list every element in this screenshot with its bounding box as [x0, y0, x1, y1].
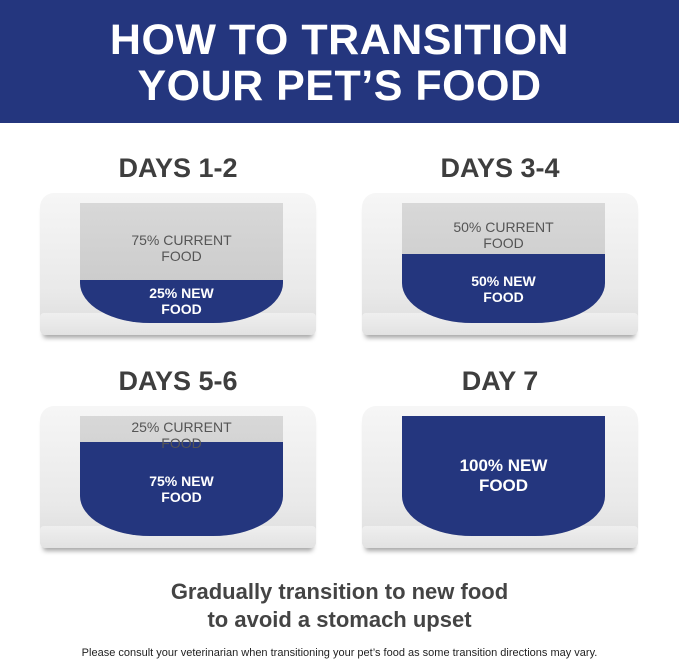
new-food-fill: [402, 254, 605, 323]
new-food-label: 75% NEW FOOD: [149, 472, 214, 505]
new-food-fill: [402, 416, 605, 536]
bowl-cavity: 75% CURRENT FOOD 25% NEW FOOD: [80, 203, 283, 323]
bowl-cavity: 50% CURRENT FOOD 50% NEW FOOD: [402, 203, 605, 323]
stage-panel: DAYS 1-2 75% CURRENT FOOD 25% NEW FOOD: [40, 153, 316, 343]
stage-panel: DAYS 5-6 25% CURRENT FOOD 75% NEW FOOD: [40, 366, 316, 556]
food-bowl: 100% NEW FOOD: [362, 406, 638, 548]
tagline-line-2: to avoid a stomach upset: [207, 607, 472, 632]
stage-title: DAY 7: [461, 366, 539, 396]
tagline-line-1: Gradually transition to new food: [170, 579, 509, 604]
tagline: Gradually transition to new food to avoi…: [0, 578, 679, 634]
current-food-label: 75% CURRENT FOOD: [131, 231, 232, 264]
new-food-fill: [80, 441, 283, 536]
title-line-2: YOUR PET’S FOOD: [137, 62, 542, 110]
footnote: Please consult your veterinarian when tr…: [81, 647, 598, 659]
stage-panel: DAYS 3-4 50% CURRENT FOOD 50% NEW FOOD: [362, 153, 638, 343]
current-food-label: 50% CURRENT FOOD: [453, 218, 554, 251]
food-bowl: 50% CURRENT FOOD 50% NEW FOOD: [362, 193, 638, 335]
stage-title: DAYS 3-4: [440, 153, 560, 183]
stage-panel: DAY 7 100% NEW FOOD: [362, 366, 638, 556]
new-food-label: 50% NEW FOOD: [471, 272, 536, 305]
header-banner: HOW TO TRANSITION YOUR PET’S FOOD: [0, 0, 679, 123]
new-food-label: 100% NEW FOOD: [459, 456, 548, 495]
stage-title: DAYS 1-2: [118, 153, 238, 183]
new-food-fill: [80, 279, 283, 323]
stage-title: DAYS 5-6: [118, 366, 238, 396]
food-bowl: 75% CURRENT FOOD 25% NEW FOOD: [40, 193, 316, 335]
bowl-cavity: 100% NEW FOOD: [402, 416, 605, 536]
bowl-cavity: 25% CURRENT FOOD 75% NEW FOOD: [80, 416, 283, 536]
title-line-1: HOW TO TRANSITION: [109, 16, 570, 64]
new-food-label: 25% NEW FOOD: [149, 285, 214, 318]
current-food-label: 25% CURRENT FOOD: [131, 419, 232, 452]
food-bowl: 25% CURRENT FOOD 75% NEW FOOD: [40, 406, 316, 548]
